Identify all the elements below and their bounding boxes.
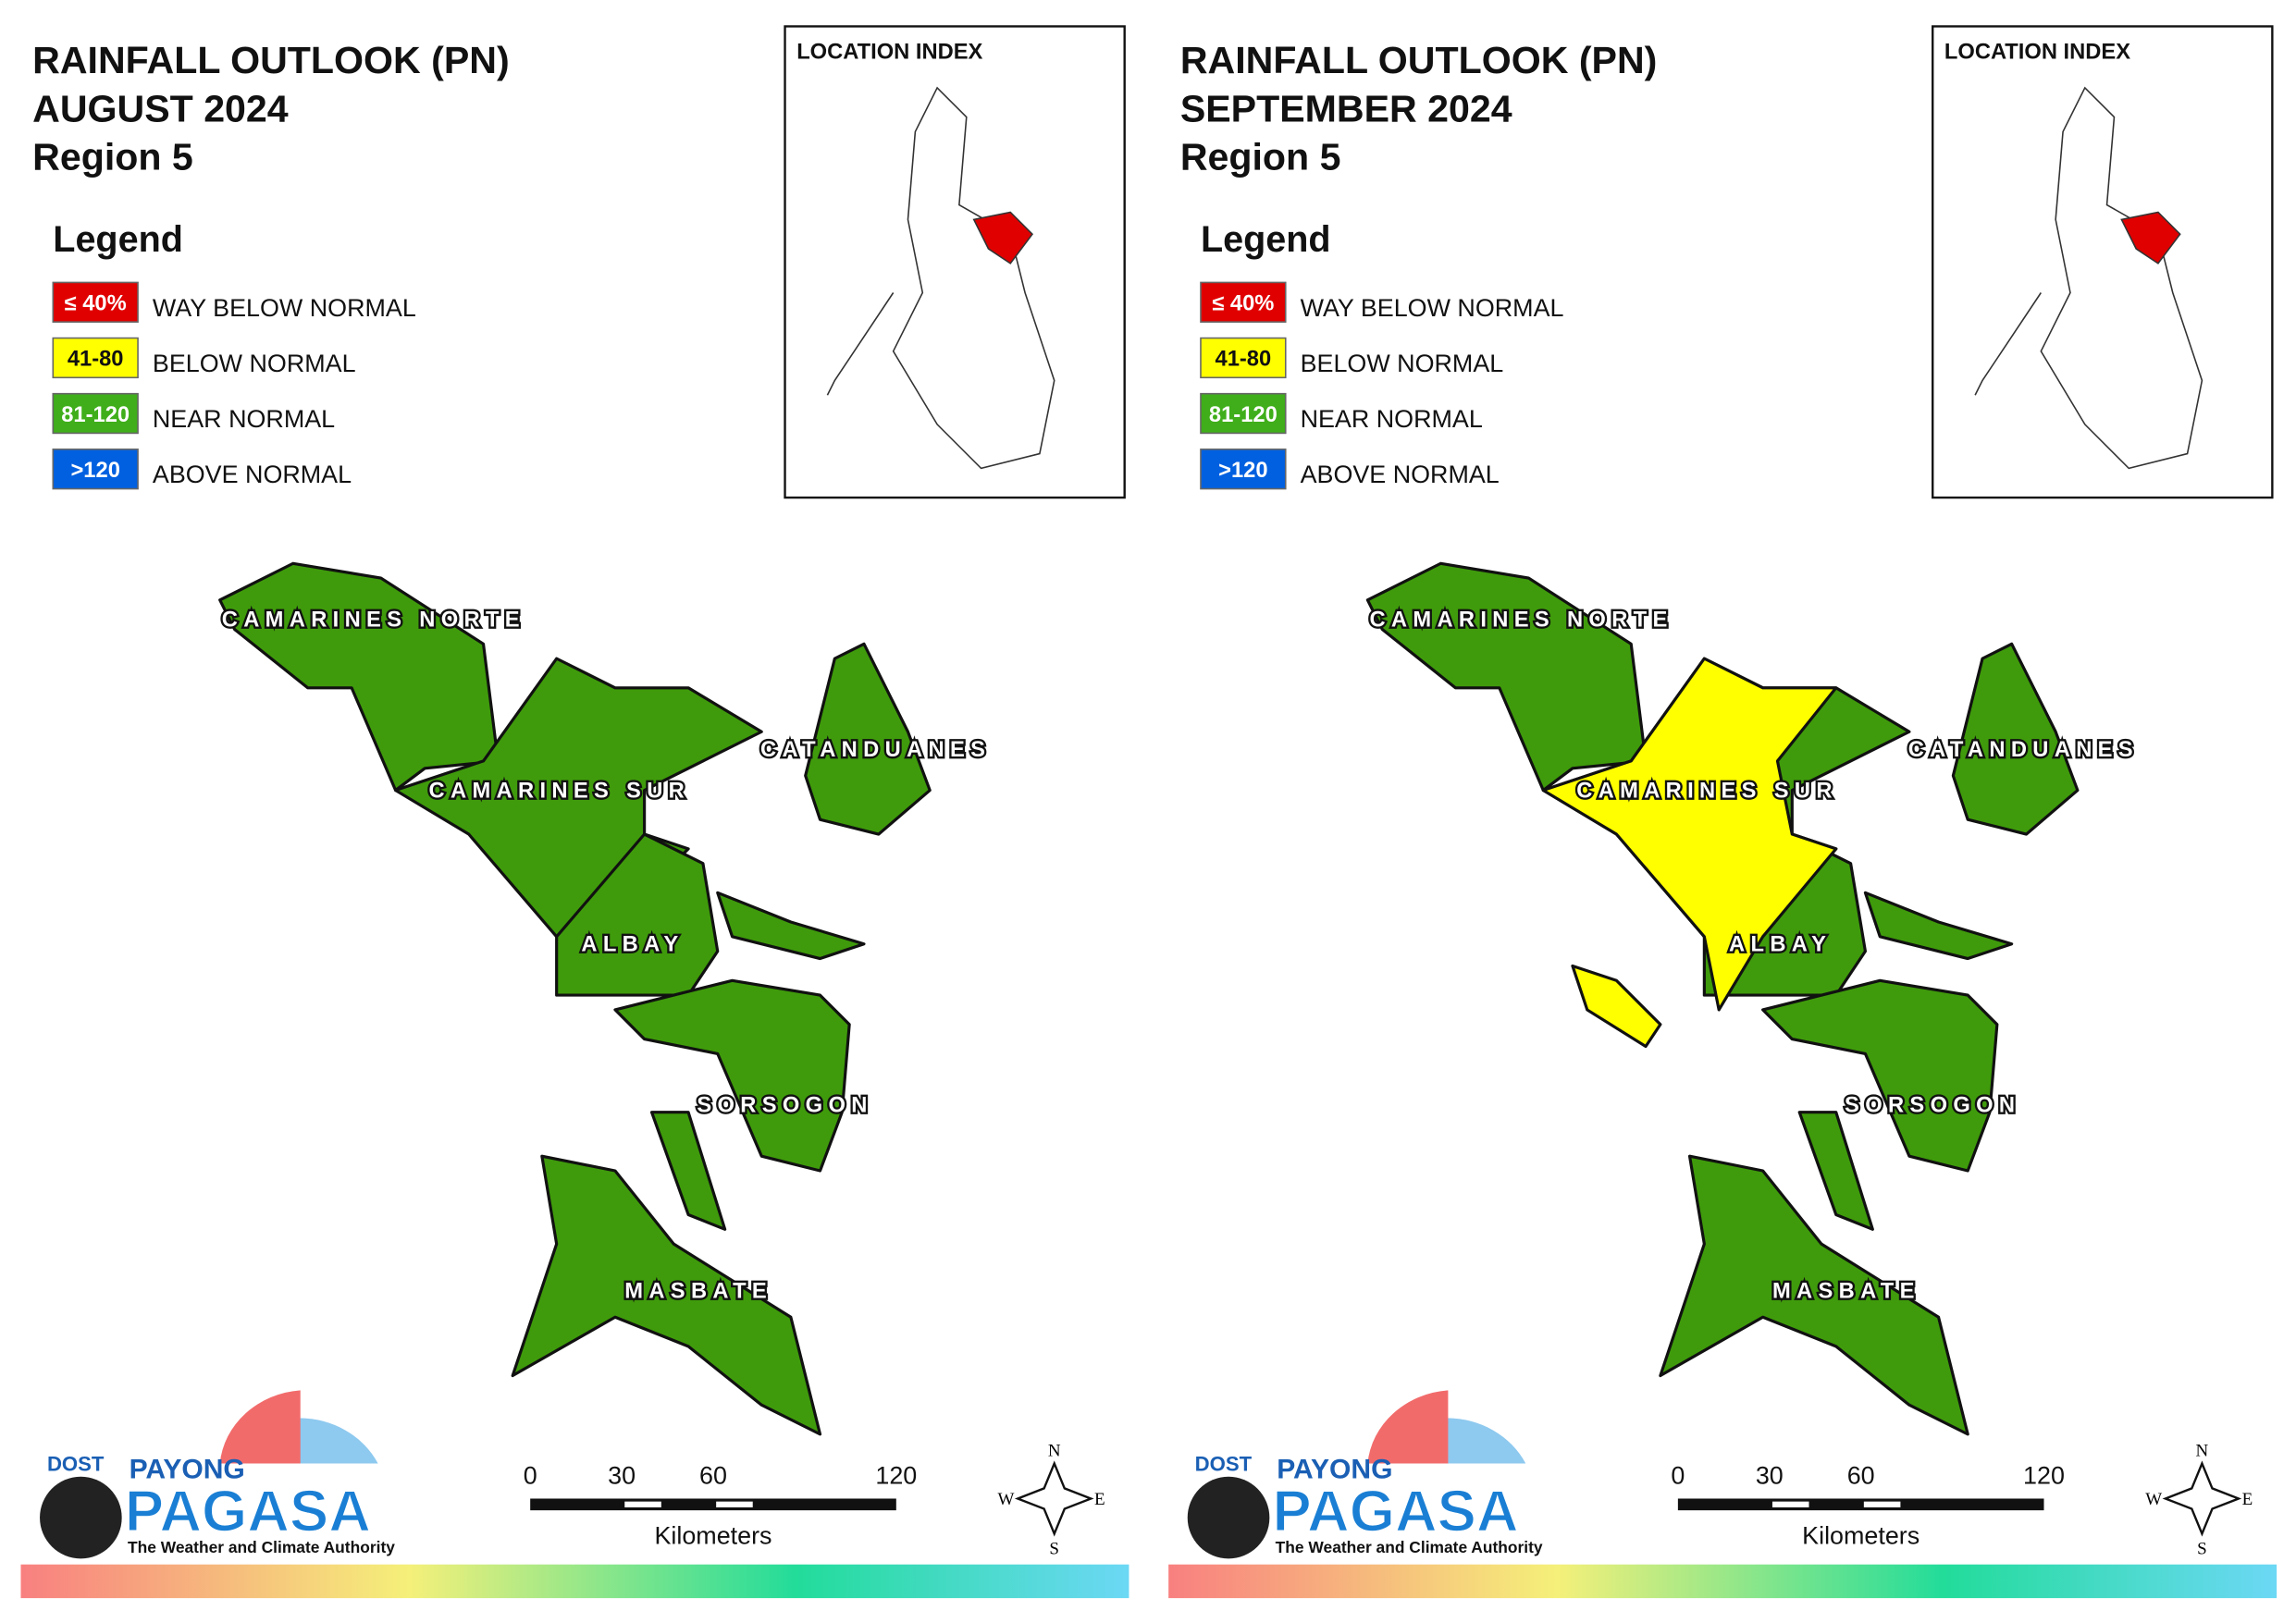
province-label: MASBATE [1772, 1280, 1920, 1304]
legend-label: ABOVE NORMAL [153, 461, 352, 488]
inset-title: LOCATION INDEX [796, 40, 982, 64]
panel: RAINFALL OUTLOOK (PN) SEPTEMBER 2024 Regio… [1168, 25, 2277, 1599]
logo-line1: PAYONG [1277, 1454, 1392, 1484]
inset-title: LOCATION INDEX [1944, 40, 2130, 64]
province-label: CATANDUANES [1908, 738, 2139, 762]
legend-swatch [52, 449, 139, 490]
scale-tick: 30 [1756, 1462, 1784, 1490]
below-normal-area [1541, 657, 1838, 1012]
compass-letter: W [2145, 1490, 2162, 1509]
scale-tick: 30 [608, 1462, 636, 1490]
title-line: RAINFALL OUTLOOK (PN) [32, 39, 510, 81]
legend-swatch-text: >120 [70, 459, 119, 483]
legend-swatch [1200, 281, 1287, 323]
logo-agency: DOST [1195, 1452, 1253, 1475]
scale-tick: 120 [875, 1462, 917, 1490]
legend-label: BELOW NORMAL [1301, 350, 1504, 377]
scale-segment [624, 1501, 661, 1507]
legend-swatch [52, 392, 139, 435]
scale-tick: 0 [1671, 1462, 1685, 1490]
scale-segment [1863, 1501, 1901, 1507]
logo-tagline: The Weather and Climate Authority [128, 1538, 395, 1556]
legend-label: NEAR NORMAL [1301, 405, 1483, 433]
legend-label: NEAR NORMAL [153, 405, 335, 433]
legend-label: WAY BELOW NORMAL [1301, 294, 1564, 322]
province-label: CAMARINES NORTE [222, 608, 525, 632]
scale-unit: Kilometers [654, 1522, 772, 1550]
logo-line2: PAGASA [125, 1479, 371, 1543]
compass-letter: W [998, 1490, 1015, 1509]
compass-rose [2162, 1460, 2242, 1537]
scale-tick: 60 [1847, 1462, 1875, 1490]
title-line: AUGUST 2024 [32, 87, 289, 129]
title-line: SEPTEMBER 2024 [1180, 87, 1512, 129]
scale-unit: Kilometers [1802, 1522, 1920, 1550]
legend-swatch [52, 281, 139, 323]
color-band [20, 1564, 1129, 1599]
province-label: SORSOGON [1845, 1094, 2020, 1118]
scale-tick: 120 [2023, 1462, 2065, 1490]
legend-swatch-text: 81-120 [1209, 403, 1278, 427]
compass-letter: E [2242, 1490, 2253, 1509]
legend-label: BELOW NORMAL [153, 350, 356, 377]
legend-swatch-text: ≤ 40% [1212, 291, 1274, 315]
province-label: ALBAY [1729, 933, 1832, 957]
legend-swatch-text: 81-120 [61, 403, 130, 427]
legend-swatch-text: 41-80 [68, 348, 124, 372]
legend-swatch-text: ≤ 40% [65, 291, 127, 315]
province-label: ALBAY [581, 933, 684, 957]
scale-tick: 60 [699, 1462, 727, 1490]
legend-swatch [1200, 337, 1287, 379]
logo-agency: DOST [47, 1452, 105, 1475]
province-label: CATANDUANES [760, 738, 991, 762]
compass-rose [1014, 1460, 1094, 1537]
title-line: RAINFALL OUTLOOK (PN) [1180, 39, 1658, 81]
legend-label: ABOVE NORMAL [1301, 461, 1500, 488]
panel: RAINFALL OUTLOOK (PN) AUGUST 2024 Region 5… [20, 25, 1129, 1599]
province-label: CAMARINES NORTE [1369, 608, 1673, 632]
legend-swatch [1200, 392, 1287, 435]
logo-line1: PAYONG [130, 1454, 245, 1484]
scale-bar [530, 1498, 896, 1511]
province-label: CAMARINES SUR [1576, 779, 1838, 803]
title-line: Region 5 [32, 136, 193, 178]
logo-tagline: The Weather and Climate Authority [1276, 1538, 1543, 1556]
scale-segment [716, 1501, 753, 1507]
legend-swatch-text: >120 [1218, 459, 1267, 483]
title-line: Region 5 [1180, 136, 1341, 178]
legend-title: Legend [1201, 219, 1331, 260]
province-label: SORSOGON [697, 1094, 872, 1118]
color-band [1168, 1564, 2277, 1599]
province-label: MASBATE [624, 1280, 772, 1304]
scale-tick: 0 [524, 1462, 537, 1490]
compass-letter: S [1049, 1540, 1059, 1559]
region-map [218, 561, 932, 1436]
legend-swatch [52, 337, 139, 379]
legend-title: Legend [53, 219, 183, 260]
compass-letter: N [1048, 1442, 1061, 1461]
compass-letter: S [2197, 1540, 2207, 1559]
below-normal-area [1571, 964, 1662, 1049]
legend-swatch [1200, 449, 1287, 490]
logo-line2: PAGASA [1273, 1479, 1519, 1543]
scale-segment [1771, 1501, 1809, 1507]
compass-letter: N [2196, 1442, 2209, 1461]
province-label: CAMARINES SUR [429, 779, 691, 803]
scale-bar [1677, 1498, 2044, 1511]
legend-label: WAY BELOW NORMAL [153, 294, 416, 322]
legend-swatch-text: 41-80 [1216, 348, 1272, 372]
compass-letter: E [1094, 1490, 1105, 1509]
